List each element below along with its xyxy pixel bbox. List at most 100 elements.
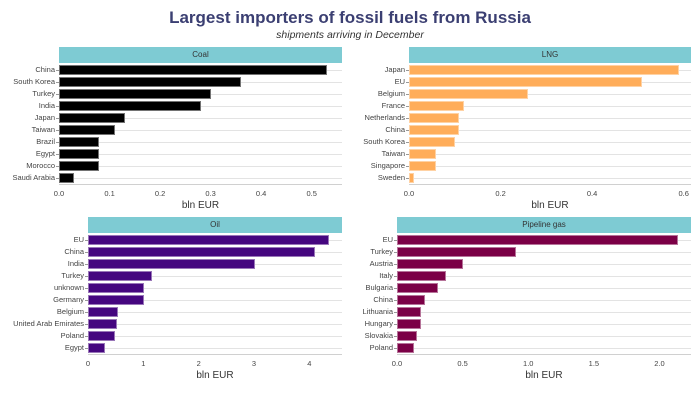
y-tick-mark bbox=[56, 118, 59, 119]
gridline bbox=[397, 288, 691, 289]
bar[interactable] bbox=[59, 125, 115, 135]
bar[interactable] bbox=[409, 173, 414, 183]
bar[interactable] bbox=[59, 149, 100, 159]
bar[interactable] bbox=[88, 307, 119, 317]
bar[interactable] bbox=[59, 161, 100, 171]
bar[interactable] bbox=[59, 77, 241, 87]
bar[interactable] bbox=[59, 65, 327, 75]
y-axis-label: Poland bbox=[369, 343, 393, 352]
bar[interactable] bbox=[59, 89, 211, 99]
gridline bbox=[59, 178, 342, 179]
bar[interactable] bbox=[88, 319, 117, 329]
panel-lng: LNG Japan EU Belgium France Netherlands China S… bbox=[363, 47, 691, 217]
x-axis-line bbox=[409, 184, 691, 185]
y-tick-mark bbox=[85, 348, 88, 349]
x-tick-label: 4 bbox=[307, 359, 312, 368]
x-axis-line bbox=[397, 354, 691, 355]
gridline bbox=[409, 166, 691, 167]
y-axis-label: EU bbox=[73, 235, 84, 244]
bar[interactable] bbox=[397, 247, 517, 257]
bar[interactable] bbox=[397, 271, 446, 281]
bar[interactable] bbox=[397, 319, 421, 329]
bar[interactable] bbox=[409, 113, 460, 123]
bar[interactable] bbox=[409, 149, 437, 159]
gridline bbox=[409, 142, 691, 143]
y-tick-mark bbox=[56, 178, 59, 179]
y-axis-label: Brazil bbox=[36, 137, 55, 146]
facet-strip-label: Coal bbox=[59, 47, 342, 63]
y-tick-mark bbox=[56, 154, 59, 155]
gridline bbox=[409, 94, 691, 95]
x-tick-label: 0 bbox=[85, 359, 91, 368]
y-axis-label: EU bbox=[394, 77, 405, 86]
y-tick-mark bbox=[406, 70, 409, 71]
gridline bbox=[397, 324, 691, 325]
x-axis-line bbox=[59, 184, 342, 185]
bar[interactable] bbox=[397, 343, 415, 353]
y-axis-label: South Korea bbox=[363, 137, 405, 146]
bar[interactable] bbox=[397, 331, 417, 341]
gridline bbox=[397, 264, 691, 265]
bar[interactable] bbox=[409, 89, 529, 99]
y-tick-mark bbox=[394, 276, 397, 277]
bar[interactable] bbox=[409, 125, 460, 135]
x-tick-label: 3 bbox=[251, 359, 257, 368]
x-tick-label: 1 bbox=[141, 359, 146, 368]
y-axis-label: China bbox=[373, 295, 393, 304]
bar[interactable] bbox=[88, 331, 115, 341]
y-tick-mark bbox=[406, 154, 409, 155]
bar[interactable] bbox=[397, 295, 425, 305]
y-axis-label: France bbox=[381, 101, 405, 110]
y-axis-label: Taiwan bbox=[31, 125, 55, 134]
gridline bbox=[409, 178, 691, 179]
gridline bbox=[59, 142, 342, 143]
y-tick-mark bbox=[85, 336, 88, 337]
bar[interactable] bbox=[59, 113, 125, 123]
y-axis-label: Egypt bbox=[35, 149, 55, 158]
gridline bbox=[88, 300, 342, 301]
bar[interactable] bbox=[59, 173, 75, 183]
bar[interactable] bbox=[88, 235, 330, 245]
gridline bbox=[59, 154, 342, 155]
y-tick-mark bbox=[406, 130, 409, 131]
gridline bbox=[397, 300, 691, 301]
bar[interactable] bbox=[409, 101, 464, 111]
bar[interactable] bbox=[409, 65, 680, 75]
bar[interactable] bbox=[397, 259, 463, 269]
gridline bbox=[59, 166, 342, 167]
y-tick-mark bbox=[56, 106, 59, 107]
bar[interactable] bbox=[88, 343, 105, 353]
x-axis-title: bln EUR bbox=[196, 370, 234, 381]
gridline bbox=[397, 336, 691, 337]
gridline bbox=[88, 276, 342, 277]
bar[interactable] bbox=[397, 283, 438, 293]
bar[interactable] bbox=[88, 247, 315, 257]
gridline bbox=[59, 130, 342, 131]
bar[interactable] bbox=[397, 235, 678, 245]
y-tick-mark bbox=[394, 252, 397, 253]
bar[interactable] bbox=[88, 259, 256, 269]
y-tick-mark bbox=[394, 348, 397, 349]
bar[interactable] bbox=[59, 137, 100, 147]
x-tick-label: 0.4 bbox=[586, 189, 598, 198]
plot-area: EU China India Turkey unknown Germany Belgium U… bbox=[13, 234, 342, 354]
bar[interactable] bbox=[88, 283, 145, 293]
gridline bbox=[397, 252, 691, 253]
bar[interactable] bbox=[409, 77, 643, 87]
y-tick-mark bbox=[406, 178, 409, 179]
y-tick-mark bbox=[394, 288, 397, 289]
bar[interactable] bbox=[397, 307, 421, 317]
y-axis-label: Saudi Arabia bbox=[12, 173, 55, 182]
gridline bbox=[409, 130, 691, 131]
y-axis-label: Taiwan bbox=[381, 149, 405, 158]
x-tick-label: 0.0 bbox=[403, 189, 415, 198]
y-tick-mark bbox=[56, 130, 59, 131]
bar[interactable] bbox=[59, 101, 201, 111]
gridline bbox=[409, 154, 691, 155]
bar[interactable] bbox=[88, 271, 153, 281]
bar[interactable] bbox=[409, 161, 437, 171]
x-tick-label: 0.6 bbox=[678, 189, 689, 198]
bar[interactable] bbox=[409, 137, 455, 147]
bar[interactable] bbox=[88, 295, 144, 305]
facet-strip-label: Oil bbox=[88, 217, 342, 233]
